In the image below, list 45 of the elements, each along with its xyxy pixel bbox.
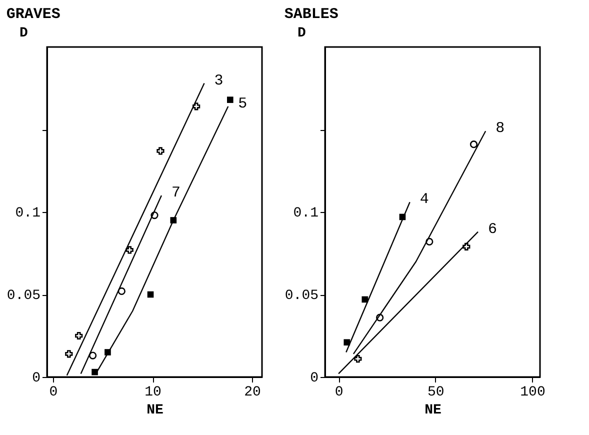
point — [226, 96, 234, 103]
x-axis-title: NE — [424, 402, 442, 418]
point — [362, 296, 368, 303]
x-axis-title: NE — [146, 402, 164, 418]
y-tick-label: 0 — [310, 370, 318, 386]
series-label: 4 — [420, 191, 429, 208]
series-label: 8 — [496, 120, 505, 138]
point — [150, 211, 158, 220]
x-tick-label: 10 — [144, 384, 162, 400]
point — [65, 350, 73, 358]
y-tick-label: 0.05 — [6, 288, 40, 304]
y-tick-label: 0.1 — [293, 206, 318, 222]
x-tick-label: 100 — [520, 384, 546, 400]
point — [147, 291, 154, 298]
point — [354, 355, 362, 363]
point — [170, 217, 177, 224]
point — [156, 147, 164, 155]
point — [75, 332, 83, 340]
x-tick-label: 20 — [244, 384, 261, 400]
y-tick-label: 0 — [32, 370, 40, 386]
point — [399, 214, 406, 220]
x-tick-label: 0 — [334, 384, 344, 400]
point — [462, 242, 470, 250]
x-tick-label: 50 — [428, 384, 444, 400]
point — [118, 287, 126, 296]
series-label: 3 — [214, 72, 224, 90]
point — [192, 102, 200, 110]
chart-title: SABLES — [284, 6, 338, 23]
series-label: 5 — [238, 95, 248, 112]
point — [376, 314, 384, 322]
y-axis-title: D — [20, 26, 28, 42]
y-tick-label: 0.1 — [15, 206, 40, 222]
series-label: 7 — [171, 184, 180, 202]
point — [88, 352, 97, 360]
point — [92, 368, 98, 376]
point — [104, 349, 111, 356]
series-label: 6 — [488, 220, 498, 238]
point — [344, 339, 350, 346]
point — [126, 246, 134, 254]
point — [426, 238, 434, 246]
point — [470, 140, 478, 148]
y-tick-label: 0.05 — [284, 288, 318, 304]
chart-title: GRAVES — [6, 6, 60, 23]
y-axis-title: D — [298, 26, 306, 42]
x-tick-label: 0 — [49, 384, 58, 400]
